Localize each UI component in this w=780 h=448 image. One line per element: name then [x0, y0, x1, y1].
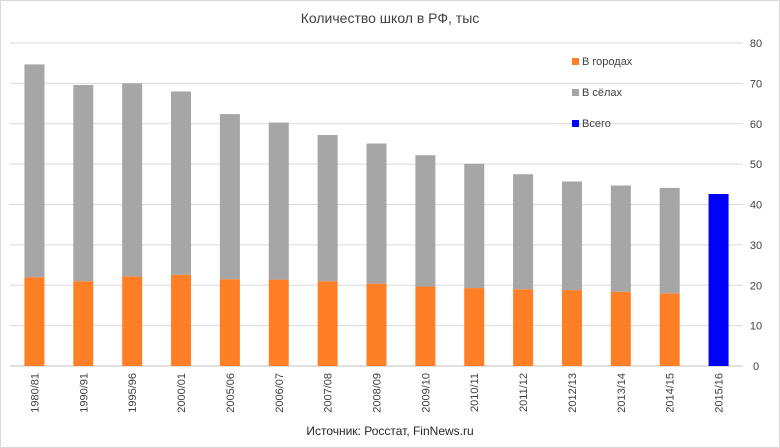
x-tick-label: 2010/11 [469, 373, 481, 412]
y-tick-label: 40 [750, 200, 762, 212]
bar-в-сёлах-2000/01 [171, 91, 192, 275]
bar-в-городах-1995/96 [122, 276, 143, 366]
x-tick-label: 2000/01 [176, 373, 188, 413]
y-axis-ticks: 0 10 20 30 40 50 60 70 80 [750, 38, 762, 373]
bars [24, 64, 729, 366]
bar-в-сёлах-1995/96 [122, 83, 143, 277]
bar-в-сёлах-2008/09 [366, 143, 387, 284]
bar-в-сёлах-2010/11 [464, 163, 485, 289]
source-note: Источник: Росстат, FinNews.ru [306, 424, 474, 438]
legend: В городах В сёлах Всего [572, 56, 633, 130]
y-tick-label: 50 [750, 159, 762, 171]
x-tick-label: 2015/16 [714, 373, 726, 413]
x-axis-ticks: 1980/81 1990/91 1995/96 2000/01 2005/06 2006/… [29, 373, 725, 413]
x-tick-label: 2014/15 [665, 373, 677, 413]
legend-label: В городах [582, 56, 633, 68]
x-tick-label: 2007/08 [323, 373, 335, 413]
y-tick-label: 10 [750, 321, 762, 333]
bar-в-сёлах-2012/13 [561, 181, 582, 291]
legend-swatch [572, 89, 579, 96]
x-tick-label: 2006/07 [274, 373, 286, 413]
bar-в-городах-1990/91 [73, 281, 94, 366]
chart-title: Количество школ в РФ, тыс [300, 10, 480, 26]
bar-в-сёлах-1990/91 [73, 84, 94, 282]
bar-в-сёлах-2006/07 [268, 122, 289, 280]
bar-в-городах-2014/15 [659, 293, 680, 366]
y-tick-label: 0 [753, 361, 759, 373]
y-tick-label: 60 [750, 119, 762, 131]
bar-в-городах-2005/06 [219, 279, 240, 366]
legend-label: В сёлах [582, 87, 623, 99]
x-tick-label: 1990/91 [78, 373, 90, 413]
x-tick-label: 2008/09 [372, 373, 384, 413]
y-tick-label: 30 [750, 240, 762, 252]
bar-в-сёлах-2013/14 [610, 185, 631, 292]
x-tick-label: 2005/06 [225, 373, 237, 413]
legend-label: Всего [582, 118, 611, 130]
bar-в-сёлах-2005/06 [219, 114, 240, 280]
y-tick-label: 80 [750, 38, 762, 50]
legend-swatch [572, 58, 579, 65]
x-tick-label: 1980/81 [29, 373, 41, 413]
bar-в-городах-2010/11 [464, 288, 485, 366]
bar-в-городах-2008/09 [366, 283, 387, 366]
bar-всего-2015/16 [708, 194, 729, 366]
y-tick-label: 70 [750, 78, 762, 90]
x-tick-label: 2011/12 [518, 373, 530, 412]
y-tick-label: 20 [750, 280, 762, 292]
x-tick-label: 1995/96 [127, 373, 139, 413]
x-tick-label: 2009/10 [420, 373, 432, 413]
x-tick-label: 2012/13 [567, 373, 579, 413]
legend-swatch [572, 120, 579, 127]
bar-в-сёлах-2007/08 [317, 135, 338, 282]
x-tick-label: 2013/14 [616, 373, 628, 413]
bar-в-сёлах-2014/15 [659, 187, 680, 294]
bar-в-городах-2012/13 [561, 290, 582, 366]
bar-в-сёлах-1980/81 [24, 64, 45, 278]
bar-в-городах-2000/01 [171, 274, 192, 366]
bar-в-сёлах-2009/10 [415, 155, 436, 287]
bar-в-городах-1980/81 [24, 277, 45, 366]
bar-в-городах-2013/14 [610, 291, 631, 366]
bar-в-городах-2011/12 [513, 289, 534, 366]
bar-в-сёлах-2011/12 [513, 174, 534, 290]
bar-в-городах-2006/07 [268, 279, 289, 366]
bar-в-городах-2007/08 [317, 281, 338, 366]
bar-в-городах-2009/10 [415, 286, 436, 366]
